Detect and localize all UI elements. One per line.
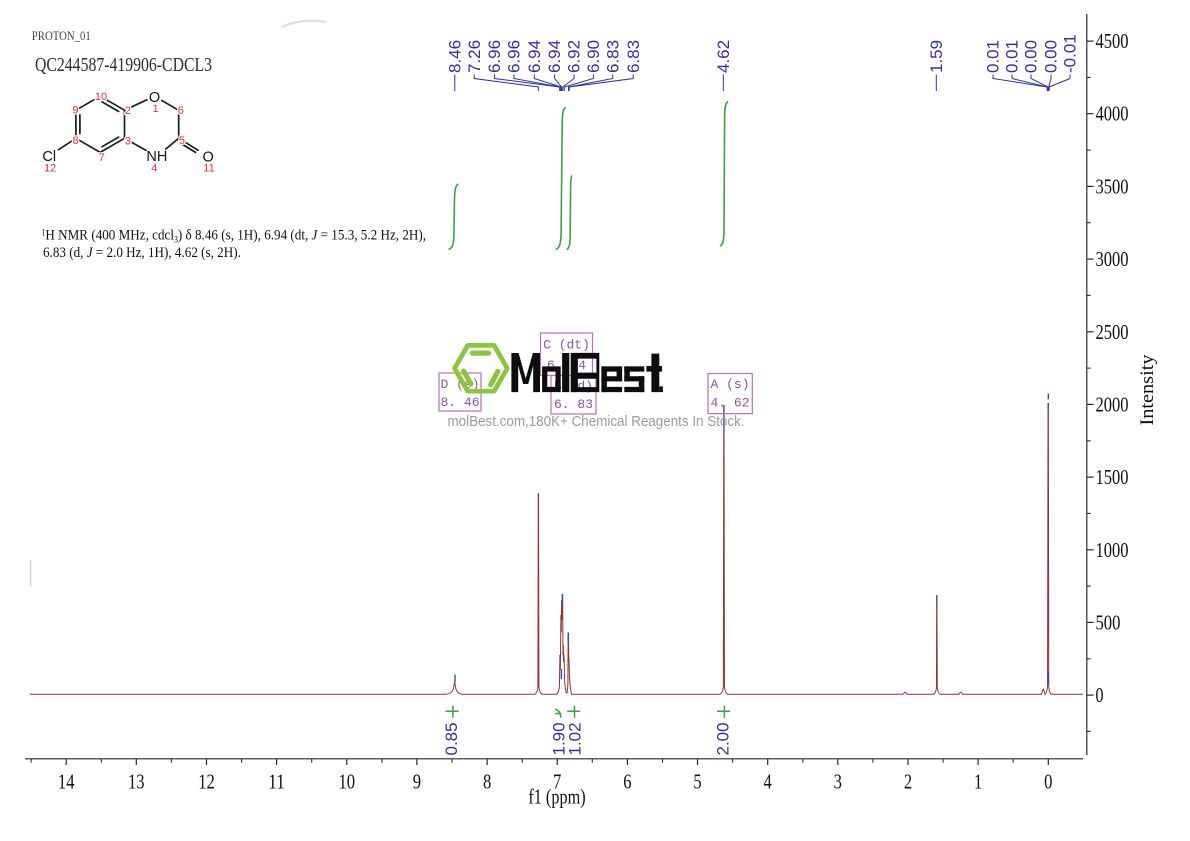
svg-text:3: 3 [125,136,131,148]
svg-text:3000: 3000 [1096,247,1129,271]
svg-text:1.90: 1.90 [550,722,569,755]
svg-text:6.83: 6.83 [603,40,622,73]
svg-text:C (dt): C (dt) [543,338,590,353]
svg-text:1H NMR (400 MHz, cdcl3) δ 8.46: 1H NMR (400 MHz, cdcl3) δ 8.46 (s, 1H), … [42,227,426,245]
svg-text:0.85: 0.85 [442,722,461,755]
svg-text:O: O [149,90,160,106]
svg-text:Cl: Cl [42,149,56,165]
svg-text:6.90: 6.90 [584,40,603,73]
svg-text:6.94: 6.94 [525,40,544,73]
svg-text:3500: 3500 [1096,174,1129,198]
svg-text:0.01: 0.01 [984,40,1003,73]
svg-text:2.00: 2.00 [714,722,733,755]
svg-text:10: 10 [339,770,356,794]
svg-text:6.96: 6.96 [505,40,524,73]
svg-text:1: 1 [974,770,982,794]
svg-text:8. 46: 8. 46 [440,395,479,410]
svg-text:6.92: 6.92 [565,40,584,73]
svg-text:11: 11 [203,163,214,175]
svg-text:6. 83: 6. 83 [554,397,593,412]
svg-text:2000: 2000 [1096,392,1129,416]
svg-text:2: 2 [125,105,131,117]
svg-text:A (s): A (s) [710,377,749,392]
svg-text:3: 3 [834,770,842,794]
svg-text:9: 9 [413,770,421,794]
svg-text:0.00: 0.00 [1042,40,1061,73]
svg-text:7: 7 [553,770,561,794]
svg-text:4. 62: 4. 62 [710,396,749,411]
svg-text:5: 5 [693,770,701,794]
svg-text:1000: 1000 [1096,538,1129,562]
svg-text:8.46: 8.46 [445,40,464,73]
svg-text:4.62: 4.62 [714,40,733,73]
svg-text:1.59: 1.59 [927,40,946,73]
svg-text:6.96: 6.96 [485,40,504,73]
svg-text:5: 5 [179,135,185,147]
svg-text:4: 4 [151,163,157,175]
svg-text:0: 0 [1096,683,1104,707]
svg-text:11: 11 [268,770,285,794]
svg-text:14: 14 [58,770,75,794]
svg-text:500: 500 [1096,610,1121,634]
svg-text:7.26: 7.26 [465,40,484,73]
svg-text:PROTON_01: PROTON_01 [32,28,91,43]
svg-text:8: 8 [72,135,78,147]
svg-text:4000: 4000 [1096,102,1129,126]
svg-text:2500: 2500 [1096,320,1129,344]
svg-text:1: 1 [153,103,159,115]
svg-text:-0.01: -0.01 [1061,34,1080,73]
svg-text:NH: NH [146,149,167,165]
svg-text:2: 2 [904,770,912,794]
svg-text:8: 8 [483,770,491,794]
svg-text:13: 13 [128,770,145,794]
svg-text:0.01: 0.01 [1003,40,1022,73]
svg-text:1.02: 1.02 [566,722,585,755]
svg-text:12: 12 [198,770,215,794]
svg-text:6.83: 6.83 [624,40,643,73]
svg-text:0.00: 0.00 [1022,40,1041,73]
svg-text:O: O [203,150,214,166]
svg-text:4500: 4500 [1096,29,1129,53]
svg-text:f1 (ppm): f1 (ppm) [528,785,585,809]
svg-text:6: 6 [178,105,184,117]
svg-text:9: 9 [72,105,78,117]
svg-text:molBest.com,180K+ Chemical Rea: molBest.com,180K+ Chemical Reagents In S… [448,414,745,430]
svg-text:7: 7 [99,152,105,164]
svg-text:12: 12 [44,163,56,175]
svg-text:6.94: 6.94 [545,40,564,73]
svg-text:0: 0 [1044,770,1052,794]
svg-text:4: 4 [764,770,773,794]
svg-text:10: 10 [95,91,107,103]
svg-text:6: 6 [623,770,631,794]
svg-text:6.83 (d, J = 2.0 Hz, 1H), 4.62: 6.83 (d, J = 2.0 Hz, 1H), 4.62 (s, 2H). [43,244,241,261]
svg-text:QC244587-419906-CDCL3: QC244587-419906-CDCL3 [35,54,212,76]
svg-text:Intensity: Intensity [1137,354,1158,426]
svg-text:1500: 1500 [1096,465,1129,489]
